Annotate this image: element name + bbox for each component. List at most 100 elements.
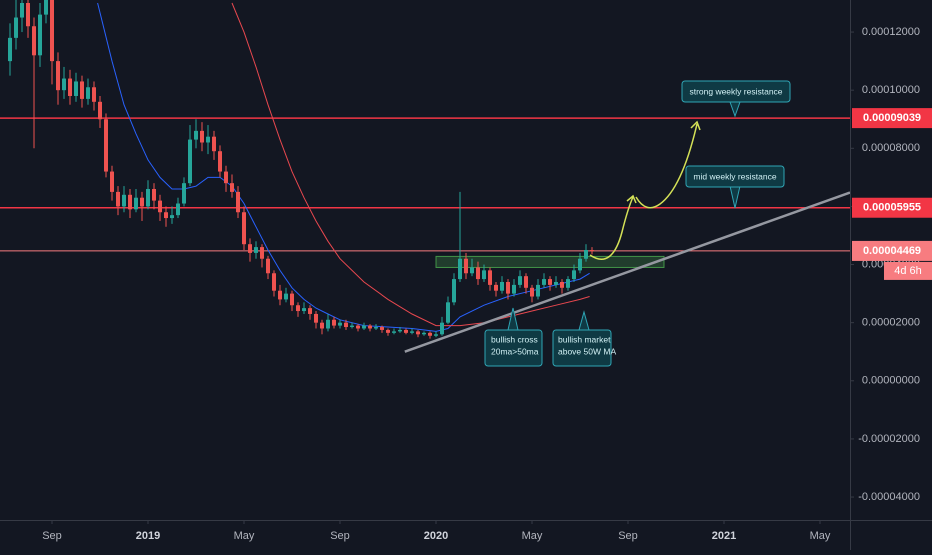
annotation-text: 20ma>50ma bbox=[491, 346, 539, 356]
annotation-text: mid weekly resistance bbox=[693, 171, 776, 181]
candle-body bbox=[332, 319, 337, 326]
axes: 0.000120000.000100000.000080000.00006000… bbox=[42, 26, 932, 542]
candle-body bbox=[248, 244, 253, 253]
candle-body bbox=[74, 81, 79, 96]
candle-body bbox=[206, 136, 211, 143]
trendline bbox=[404, 191, 850, 353]
overlay: strong weekly resistance mid weekly resi… bbox=[484, 80, 791, 367]
candle-body bbox=[260, 247, 265, 259]
candle-body bbox=[368, 325, 373, 329]
candle-body bbox=[242, 212, 247, 245]
candle-body bbox=[302, 308, 307, 312]
candle-body bbox=[308, 308, 313, 314]
candle-body bbox=[128, 194, 133, 210]
moving-average bbox=[231, 2, 590, 327]
candle-body bbox=[296, 305, 301, 312]
candle-body bbox=[320, 322, 325, 329]
annotation-text: above 50W MA bbox=[558, 346, 616, 356]
candle-body bbox=[542, 279, 547, 285]
candle-body bbox=[416, 331, 421, 335]
support-zone bbox=[435, 255, 665, 268]
candle-body bbox=[350, 325, 355, 328]
y-tick-label: 0.00000000 bbox=[862, 375, 920, 387]
candle-body bbox=[254, 247, 259, 253]
annotation-text: bullish cross bbox=[491, 334, 538, 344]
candle-body bbox=[362, 325, 367, 329]
x-tick-label: May bbox=[522, 530, 543, 542]
candle-body bbox=[572, 270, 577, 280]
candle-body bbox=[20, 2, 25, 18]
candle-body bbox=[530, 287, 535, 297]
candle-body bbox=[422, 332, 427, 335]
candle-body bbox=[284, 293, 289, 300]
candle-body bbox=[524, 276, 529, 288]
candle-body bbox=[506, 281, 511, 294]
candle-body bbox=[80, 81, 85, 99]
candle-body bbox=[236, 191, 241, 213]
candle-body bbox=[560, 281, 565, 288]
candle-body bbox=[92, 87, 97, 102]
x-tick-label: 2021 bbox=[712, 530, 736, 542]
candle-body bbox=[50, 0, 55, 62]
candle-body bbox=[212, 136, 217, 152]
candle-body bbox=[344, 322, 349, 328]
x-tick-label: Sep bbox=[618, 530, 638, 542]
candle-body bbox=[458, 258, 463, 280]
projection-arrow bbox=[589, 194, 637, 260]
candle-body bbox=[566, 279, 571, 288]
candle-body bbox=[380, 327, 385, 330]
candle-body bbox=[464, 258, 469, 274]
candle-body bbox=[224, 171, 229, 184]
candle-body bbox=[110, 171, 115, 192]
candle-body bbox=[170, 215, 175, 219]
projection-arrow bbox=[635, 120, 701, 209]
candle-body bbox=[188, 139, 193, 184]
candle-body bbox=[176, 203, 181, 216]
candle-body bbox=[32, 26, 37, 56]
countdown-box bbox=[884, 261, 932, 280]
candle-body bbox=[182, 183, 187, 204]
x-tick-label: May bbox=[810, 530, 831, 542]
candle-body bbox=[446, 302, 451, 323]
x-tick-label: 2020 bbox=[424, 530, 448, 542]
candle-body bbox=[140, 197, 145, 207]
candle-body bbox=[14, 17, 19, 38]
price-label: 0.00004469 bbox=[863, 245, 921, 257]
candle-body bbox=[476, 267, 481, 280]
candle-body bbox=[116, 191, 121, 207]
annotation-text: bullish market bbox=[558, 334, 611, 344]
x-tick-label: 2019 bbox=[136, 530, 160, 542]
plot-area bbox=[0, 0, 850, 353]
annotation: bullish cross 20ma>50ma bbox=[484, 307, 543, 367]
candle-body bbox=[122, 194, 127, 207]
candle-body bbox=[194, 130, 199, 140]
countdown: 4d 6h bbox=[894, 265, 922, 277]
candle-body bbox=[536, 284, 541, 297]
candle-body bbox=[356, 325, 361, 329]
y-tick-label: 0.00010000 bbox=[862, 84, 920, 96]
candle-body bbox=[290, 293, 295, 306]
y-tick-label: 0.00002000 bbox=[862, 317, 920, 329]
candle-body bbox=[554, 281, 559, 285]
candle-body bbox=[8, 37, 13, 62]
y-tick-label: 0.00012000 bbox=[862, 26, 920, 38]
candle-body bbox=[200, 130, 205, 143]
candle-body bbox=[452, 279, 457, 303]
candle-body bbox=[548, 279, 553, 285]
y-tick-label: -0.00002000 bbox=[858, 433, 920, 445]
candle-body bbox=[38, 14, 43, 56]
candle-body bbox=[374, 327, 379, 329]
price-label-box bbox=[852, 197, 932, 218]
candle-body bbox=[494, 284, 499, 291]
candle-body bbox=[26, 2, 31, 27]
moving-average bbox=[97, 2, 590, 332]
candle-body bbox=[584, 250, 589, 259]
annotation: mid weekly resistance bbox=[685, 165, 785, 209]
y-tick-label: 0.00008000 bbox=[862, 142, 920, 154]
candle-body bbox=[98, 101, 103, 120]
candle-body bbox=[398, 329, 403, 332]
price-label: 0.00005955 bbox=[863, 202, 921, 214]
candle-body bbox=[428, 332, 433, 336]
x-tick-label: Sep bbox=[330, 530, 350, 542]
